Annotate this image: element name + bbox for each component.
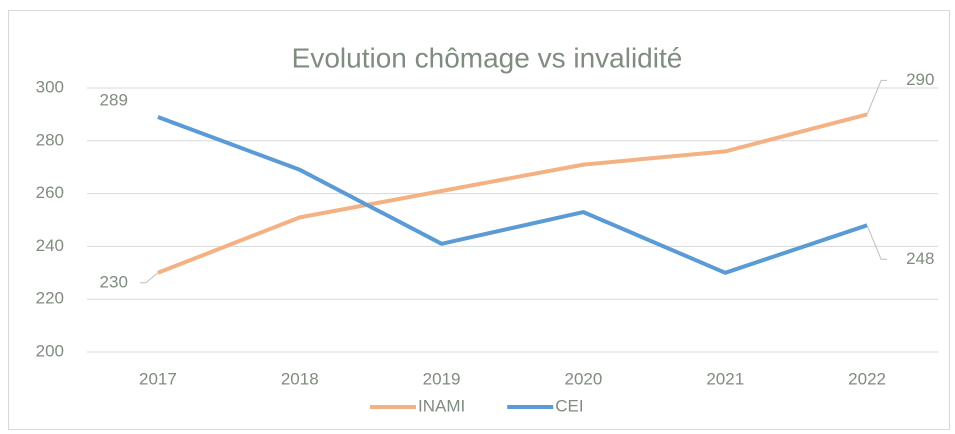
leader-line bbox=[866, 79, 888, 115]
x-tick-label: 2020 bbox=[565, 369, 603, 388]
y-tick-label: 220 bbox=[36, 289, 64, 308]
data-label: 230 bbox=[100, 272, 128, 291]
series-line bbox=[157, 112, 868, 275]
y-tick-label: 280 bbox=[36, 130, 64, 149]
legend-label: INAMI bbox=[418, 396, 465, 415]
leader-line bbox=[139, 272, 159, 284]
chart-frame bbox=[8, 10, 950, 430]
data-label: 290 bbox=[906, 70, 934, 89]
y-tick-label: 260 bbox=[36, 183, 64, 202]
y-tick-label: 200 bbox=[36, 341, 64, 360]
leader-line bbox=[866, 225, 888, 260]
y-tick-label: 300 bbox=[36, 77, 64, 96]
x-tick-label: 2022 bbox=[848, 369, 886, 388]
data-label: 289 bbox=[100, 91, 128, 110]
series-line bbox=[157, 115, 868, 275]
y-tick-label: 240 bbox=[36, 236, 64, 255]
x-tick-label: 2019 bbox=[423, 369, 461, 388]
x-tick-label: 2018 bbox=[281, 369, 319, 388]
x-tick-label: 2021 bbox=[706, 369, 744, 388]
data-label: 248 bbox=[906, 249, 934, 268]
legend-label: CEI bbox=[555, 396, 583, 415]
chart-title: Evolution chômage vs invalidité bbox=[292, 42, 683, 73]
x-tick-label: 2017 bbox=[139, 369, 177, 388]
